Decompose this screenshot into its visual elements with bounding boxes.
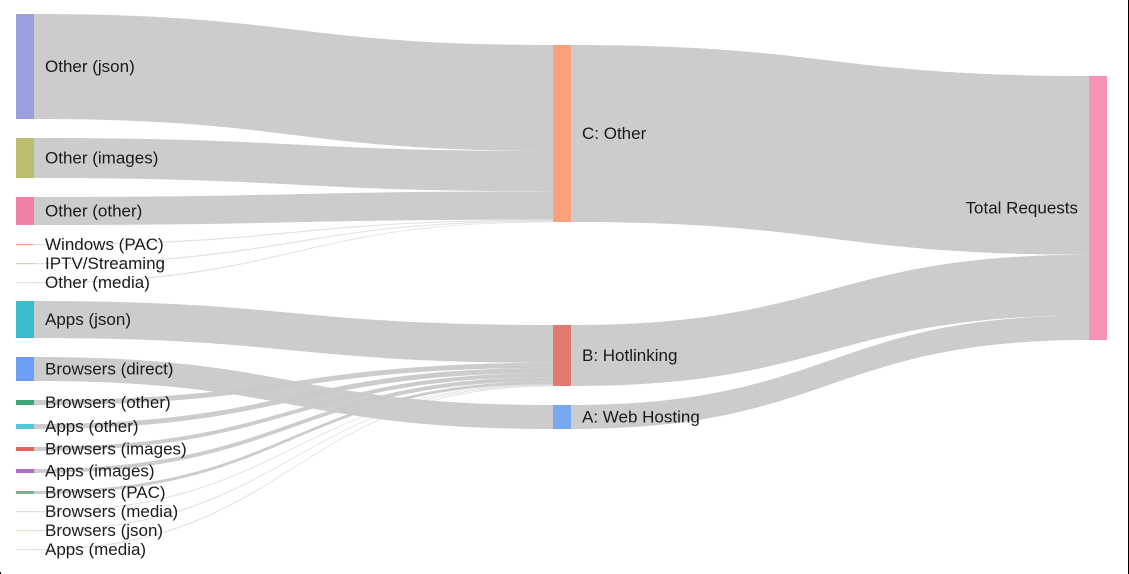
node-json <box>16 14 34 119</box>
nodes-layer <box>16 14 1107 551</box>
node-brmedia <box>16 511 34 513</box>
node-brdirect <box>16 357 34 381</box>
node-label-C: C: Other <box>582 124 647 143</box>
node-brimages <box>16 447 34 451</box>
link-appsimages-to-B <box>34 377 553 473</box>
node-label-images: Other (images) <box>45 148 158 167</box>
link-B-to-T <box>571 254 1089 386</box>
link-iptv-to-C <box>34 220 553 265</box>
link-brdirect-to-A <box>34 357 553 429</box>
bottom-edge-mark <box>0 572 1 574</box>
link-appsjson-to-B <box>34 301 553 363</box>
node-label-brimages: Browsers (images) <box>45 439 187 458</box>
node-label-brother: Browsers (other) <box>45 393 171 412</box>
node-A <box>553 405 571 429</box>
node-T <box>1089 76 1107 340</box>
node-label-brjson: Browsers (json) <box>45 521 163 540</box>
link-brmedia-to-B <box>34 384 553 513</box>
link-json-to-C <box>34 14 553 151</box>
node-label-winpac: Windows (PAC) <box>45 235 164 254</box>
node-appsimages <box>16 469 34 473</box>
node-appsother <box>16 424 34 429</box>
node-label-appsother: Apps (other) <box>45 417 139 436</box>
node-label-other: Other (other) <box>45 201 142 220</box>
node-C <box>553 45 571 222</box>
node-label-appsimages: Apps (images) <box>45 461 155 480</box>
link-winpac-to-C <box>34 219 553 246</box>
node-B <box>553 325 571 386</box>
node-other <box>16 197 34 225</box>
link-other-to-C <box>34 191 553 225</box>
node-label-T: Total Requests <box>966 198 1078 217</box>
node-brpac <box>16 491 34 494</box>
node-label-brdirect: Browsers (direct) <box>45 359 173 378</box>
node-label-appsjson: Apps (json) <box>45 310 131 329</box>
node-brjson <box>16 530 34 532</box>
link-brjson-to-B <box>34 384 553 532</box>
links-layer <box>34 14 1089 551</box>
node-images <box>16 138 34 178</box>
node-brother <box>16 400 34 405</box>
link-C-to-T <box>571 45 1089 255</box>
link-brimages-to-B <box>34 373 553 451</box>
node-label-brmedia: Browsers (media) <box>45 502 178 521</box>
node-label-iptv: IPTV/Streaming <box>45 254 165 273</box>
node-label-appsmedia: Apps (media) <box>45 540 146 559</box>
link-brpac-to-B <box>34 381 553 494</box>
node-winpac <box>16 244 34 246</box>
node-appsjson <box>16 301 34 338</box>
node-label-json: Other (json) <box>45 57 135 76</box>
link-appsmedia-to-B <box>34 385 553 551</box>
link-appsother-to-B <box>34 367 553 429</box>
node-iptv <box>16 263 34 265</box>
node-label-brpac: Browsers (PAC) <box>45 483 166 502</box>
link-media-to-C <box>34 221 553 284</box>
node-media <box>16 282 34 284</box>
node-label-B: B: Hotlinking <box>582 346 677 365</box>
link-images-to-C <box>34 138 553 192</box>
labels-layer: Other (json) Other (images) Other (other) W… <box>45 57 1078 559</box>
link-A-to-T <box>571 315 1089 429</box>
node-appsmedia <box>16 549 34 551</box>
link-brother-to-B <box>34 362 553 405</box>
node-label-media: Other (media) <box>45 273 150 292</box>
node-label-A: A: Web Hosting <box>582 407 700 426</box>
